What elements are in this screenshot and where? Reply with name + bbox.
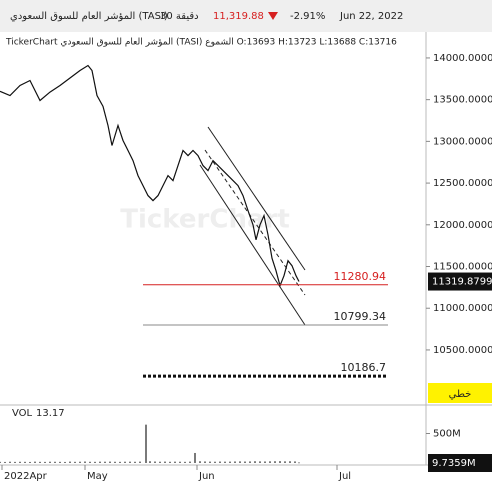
y-tick-label: 11500.0000: [433, 262, 492, 273]
x-tick-label: Jul: [338, 471, 351, 482]
volume-bar: [145, 424, 147, 463]
volume-bar: [139, 461, 141, 463]
volume-bar: [114, 461, 116, 463]
volume-bar: [279, 461, 281, 463]
info-line: TickerChart المؤشر العام للسوق السعودي (…: [5, 38, 397, 48]
volume-bar: [294, 461, 296, 463]
volume-bar: [74, 461, 76, 463]
volume-bar: [39, 461, 41, 463]
volume-bar: [204, 461, 206, 463]
volume-bar: [44, 461, 46, 463]
level-label: 10799.34: [334, 310, 387, 323]
volume-bar: [19, 461, 21, 463]
volume-bar: [239, 461, 241, 463]
mode-label[interactable]: خطي: [449, 389, 472, 400]
x-tick-label: 2022Apr: [4, 471, 48, 482]
last-price-label: 11319.8799: [432, 277, 492, 288]
volume-bar: [214, 461, 216, 463]
volume-bar: [129, 461, 131, 463]
volume-bar: [264, 461, 266, 463]
last-price-box: [428, 272, 492, 291]
volume-bar: [89, 461, 91, 463]
y-tick-label: 11000.0000: [433, 303, 492, 314]
y-tick-label: 500M: [433, 428, 461, 439]
volume-value: 13.17: [36, 408, 65, 419]
volume-bar: [189, 461, 191, 463]
volume-bar: [164, 461, 166, 463]
volume-bar: [124, 461, 126, 463]
y-tick-label: 13500.0000: [433, 95, 492, 106]
volume-bar: [209, 461, 211, 463]
volume-bar: [9, 461, 11, 463]
volume-bar: [119, 461, 121, 463]
y-tick-label: 14000.0000: [433, 53, 492, 64]
interval: 30 دقيقة: [160, 11, 199, 22]
volume-bar: [174, 461, 176, 463]
volume-bar: [54, 461, 56, 463]
volume-bar: [169, 461, 171, 463]
volume-bar: [184, 461, 186, 463]
header-bar: [0, 0, 492, 32]
volume-bar: [34, 461, 36, 463]
x-tick-label: May: [87, 471, 108, 482]
last-volume-box: [428, 454, 492, 472]
volume-bar: [254, 461, 256, 463]
volume-bar: [29, 461, 31, 463]
y-tick-label: 10500.0000: [433, 345, 492, 356]
volume-bar: [84, 461, 86, 463]
volume-bar: [0, 461, 1, 463]
volume-bar: [179, 461, 181, 463]
volume-bar: [234, 461, 236, 463]
price-line: [0, 64, 300, 288]
down-arrow: [268, 12, 278, 20]
volume-bar: [149, 461, 151, 463]
volume-bar: [104, 461, 106, 463]
watermark: TickerChart: [120, 205, 290, 235]
volume-bar: [259, 461, 261, 463]
price: 11,319.88: [213, 11, 264, 22]
volume-bar: [269, 461, 271, 463]
mode-box[interactable]: [428, 383, 492, 403]
volume-bar: [134, 461, 136, 463]
volume-bar: [249, 461, 251, 463]
volume-bar: [244, 461, 246, 463]
volume-bar: [94, 461, 96, 463]
y-tick-label: 12500.0000: [433, 178, 492, 189]
y-tick-label: 13000.0000: [433, 136, 492, 147]
volume-bar: [99, 461, 101, 463]
level-label: 10186.7: [341, 361, 387, 374]
level-label: 11280.94: [334, 270, 387, 283]
last-volume-label: 9.7359M: [432, 458, 476, 469]
x-tick-label: Jun: [198, 471, 215, 482]
volume-bar: [289, 461, 291, 463]
volume-title: VOL: [12, 408, 33, 419]
channel: [199, 126, 306, 326]
volume-bar: [49, 461, 51, 463]
volume-bar: [224, 461, 226, 463]
symbol: المؤشر العام للسوق السعودي (TASI): [10, 11, 168, 22]
volume-bar: [64, 461, 66, 463]
volume-bar: [229, 461, 231, 463]
y-tick-label: 12000.0000: [433, 220, 492, 231]
volume-bar: [79, 461, 81, 463]
volume-bar: [14, 461, 16, 463]
volume-bar: [24, 461, 26, 463]
change: -2.91%: [290, 11, 325, 22]
volume-bar: [4, 461, 6, 463]
volume-bar: [199, 461, 201, 463]
volume-bar: [298, 462, 300, 464]
volume-bar: [219, 461, 221, 463]
volume-bar: [59, 461, 61, 463]
volume-bar: [69, 461, 71, 463]
volume-bar: [274, 461, 276, 463]
volume-bar: [109, 461, 111, 463]
volume-bar: [284, 461, 286, 463]
volume-bar: [194, 452, 196, 463]
volume-bar: [154, 461, 156, 463]
date: Jun 22, 2022: [339, 11, 403, 22]
volume-bar: [159, 461, 161, 463]
